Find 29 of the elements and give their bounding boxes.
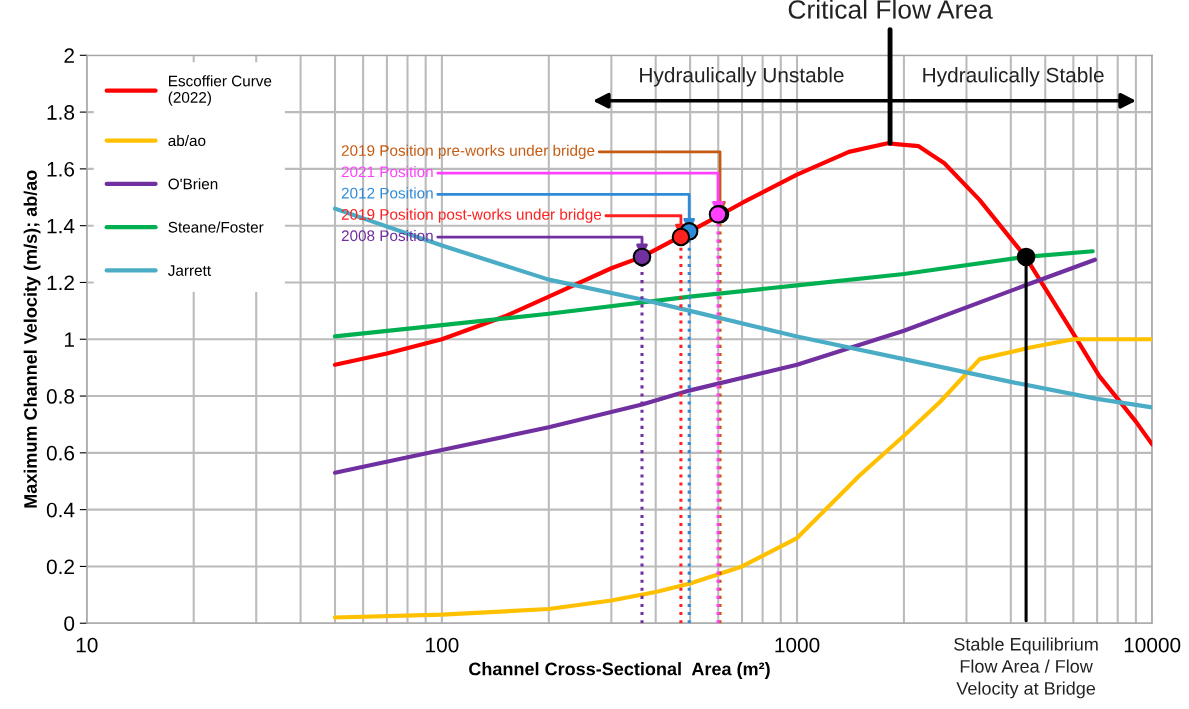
x-tick-label: 10	[76, 637, 98, 653]
x-tick-label: 10000	[1124, 637, 1181, 653]
y-tick-label: 1.2	[47, 275, 74, 291]
legend-label: O'Brien	[168, 178, 218, 190]
y-tick-label: 0	[64, 616, 75, 631]
legend-label: Jarrett	[168, 265, 211, 276]
y-tick-label: 0.4	[46, 502, 75, 518]
x-tick-label: 1000	[775, 637, 820, 653]
annotation: 2019 Position pre-works under bridge	[341, 144, 595, 159]
annotation: 2012 Position	[341, 187, 433, 199]
y-tick-label: 0.6	[46, 445, 75, 461]
annotation: Hydraulically Stable	[923, 67, 1104, 87]
y-axis-title: Maximum Channel Velocity (m/s); ab/ao	[23, 170, 41, 508]
y-tick-label: 1.8	[47, 105, 75, 120]
annotation: Stable Equilibrium Flow Area / Flow Velocity at Bridge	[954, 637, 1098, 699]
x-axis-title: Channel Cross-Sectional Area (m²)	[469, 662, 770, 679]
x-tick-label: 100	[426, 637, 459, 653]
legend-label: Steane/Foster	[168, 221, 264, 233]
y-tick-label: 0.2	[46, 559, 74, 575]
annotation: Critical Flow Area	[788, 0, 993, 19]
legend-label: ab/ao	[168, 134, 206, 147]
annotation: 2021 Position	[341, 166, 433, 178]
y-tick-label: 1	[64, 332, 74, 347]
annotation: Hydraulically Unstable	[640, 67, 844, 87]
y-tick-label: 2	[64, 48, 74, 63]
legend-label: Escoffier Curve (2022)	[168, 75, 272, 106]
y-tick-label: 0.8	[46, 389, 75, 404]
y-tick-label: 1.4	[47, 218, 75, 234]
y-tick-label: 1.6	[47, 161, 75, 177]
